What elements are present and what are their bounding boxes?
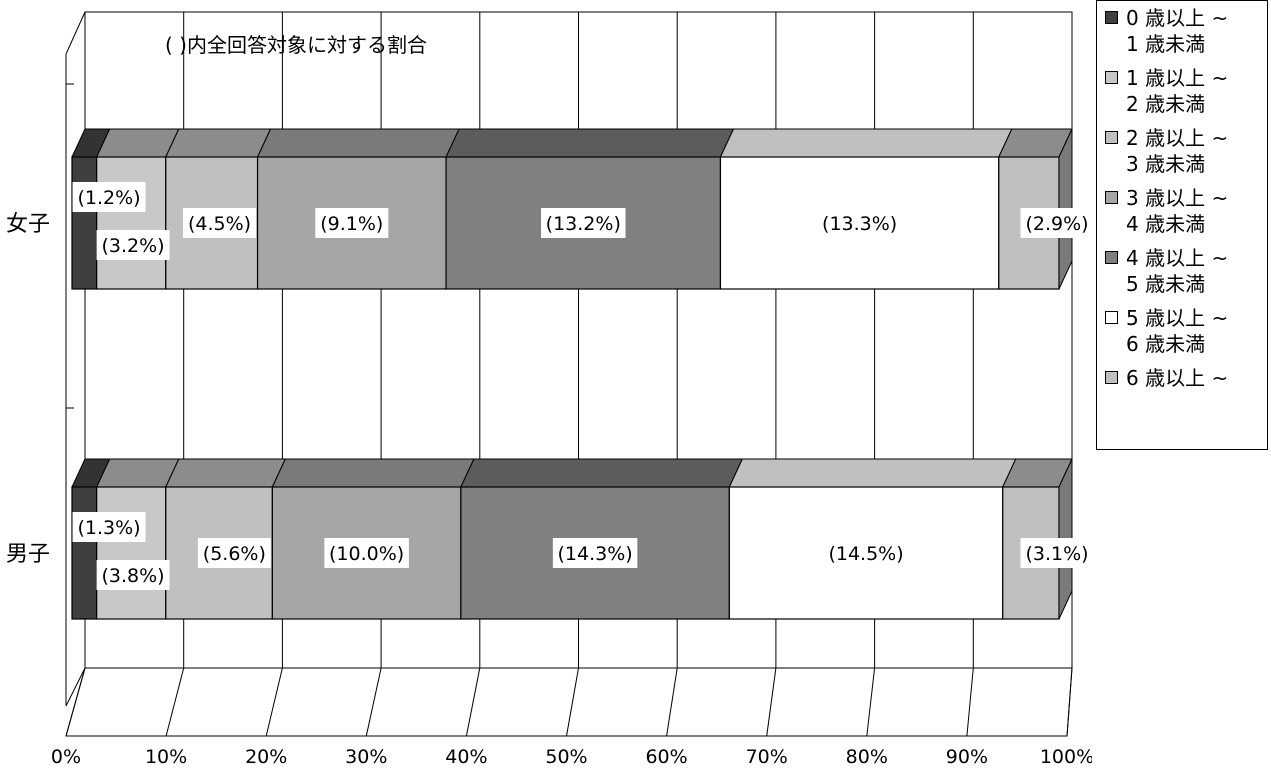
- legend-swatch: [1105, 131, 1118, 144]
- bar-top-face: [164, 458, 287, 488]
- data-label: (4.5%): [188, 213, 251, 235]
- data-label-bg: [552, 538, 638, 568]
- data-label: (5.6%): [203, 543, 266, 565]
- legend-swatch: [1105, 311, 1118, 324]
- legend-label: 4 歳以上 ~ 5 歳未満: [1126, 246, 1229, 296]
- data-label-bg: [315, 208, 389, 238]
- bar-top-face: [164, 128, 272, 158]
- floor-plane: [65, 667, 1073, 737]
- x-tick-label: 60%: [645, 746, 687, 768]
- side-wall: [65, 11, 86, 707]
- data-labels: 女子 (1.2%) (3.2%) (4.5%) (9.1%) (13.2%) (13.3%)…: [6, 182, 1092, 590]
- data-label: (14.5%): [828, 543, 903, 565]
- data-label-bg: [541, 208, 626, 238]
- floor-gridline: [666, 667, 678, 737]
- chart-subtitle: ( )内全回答対象に対する割合: [165, 33, 427, 57]
- bar-top-face: [95, 128, 180, 158]
- data-label-bg: [72, 512, 146, 542]
- bar-segment: [96, 156, 167, 290]
- x-tick-label: 20%: [245, 746, 287, 768]
- data-label-bg: [96, 560, 170, 590]
- legend-swatch: [1105, 251, 1118, 264]
- category-label: 女子: [6, 212, 50, 237]
- bar-segment: [71, 486, 98, 620]
- chart-floor: [65, 667, 1073, 737]
- floor-gridline: [866, 667, 876, 737]
- data-label: (3.1%): [1025, 543, 1088, 565]
- data-label: (3.8%): [101, 565, 164, 587]
- legend-label: 5 歳以上 ~ 6 歳未満: [1126, 306, 1229, 356]
- legend: 0 歳以上 ~ 1 歳未満 1 歳以上 ~ 2 歳未満 2 歳以上 ~ 3 歳未…: [1096, 0, 1268, 450]
- x-tick-label: 0%: [51, 746, 81, 768]
- legend-swatch: [1105, 71, 1118, 84]
- bar-top-face: [719, 128, 1013, 158]
- data-label-bg: [96, 230, 170, 260]
- legend-label: 0 歳以上 ~ 1 歳未満: [1126, 6, 1229, 56]
- legend-swatch: [1105, 371, 1118, 384]
- data-label-bg: [823, 538, 909, 568]
- legend-item: 0 歳以上 ~ 1 歳未満: [1105, 5, 1267, 57]
- data-label-bg: [183, 208, 257, 238]
- x-tick-label: 10%: [145, 746, 187, 768]
- x-tick-label: 50%: [545, 746, 587, 768]
- data-label: (3.2%): [101, 235, 164, 257]
- floor-gridline: [1066, 667, 1073, 737]
- bar-segment: [96, 486, 167, 620]
- legend-item: 6 歳以上 ~: [1105, 365, 1267, 391]
- legend-item: 4 歳以上 ~ 5 歳未満: [1105, 245, 1267, 297]
- data-label: (13.2%): [546, 213, 621, 235]
- bar-top-face: [95, 458, 180, 488]
- data-label: (10.0%): [329, 543, 404, 565]
- data-label-bg: [72, 182, 146, 212]
- floor-gridline: [966, 667, 974, 737]
- data-label-bg: [1020, 538, 1092, 568]
- x-tick-label: 70%: [746, 746, 788, 768]
- x-tick-label: 40%: [445, 746, 487, 768]
- data-label: (14.3%): [558, 543, 633, 565]
- data-label-bg: [197, 538, 271, 568]
- data-label-bg: [1020, 208, 1092, 238]
- bar-top-face: [728, 458, 1017, 488]
- bar-top-face: [460, 458, 744, 488]
- floor-gridline: [65, 667, 86, 737]
- data-label: (13.3%): [822, 213, 897, 235]
- data-label-bg: [324, 538, 409, 568]
- legend-item: 5 歳以上 ~ 6 歳未満: [1105, 305, 1267, 357]
- data-label: (1.2%): [77, 187, 140, 209]
- category-label: 男子: [6, 542, 50, 567]
- legend-swatch: [1105, 11, 1118, 24]
- data-label: (1.3%): [77, 517, 140, 539]
- x-tick-label: 80%: [846, 746, 888, 768]
- bar-top-face: [256, 128, 460, 158]
- x-tick-label: 90%: [946, 746, 988, 768]
- floor-gridline: [465, 667, 481, 737]
- legend-label: 2 歳以上 ~ 3 歳未満: [1126, 126, 1229, 176]
- floor-gridline: [566, 667, 579, 737]
- legend-label: 3 歳以上 ~ 4 歳未満: [1126, 186, 1229, 236]
- legend-swatch: [1105, 191, 1118, 204]
- legend-item: 1 歳以上 ~ 2 歳未満: [1105, 65, 1267, 117]
- bar-segment: [71, 156, 98, 290]
- legend-label: 6 歳以上 ~: [1126, 366, 1229, 390]
- x-tick-label: 100%: [1040, 746, 1092, 768]
- data-label: (9.1%): [320, 213, 383, 235]
- data-label-bg: [817, 208, 902, 238]
- axes: 0% 10% 20% 30% 40% 50% 60% 70% 80% 90% 100%: [51, 83, 1092, 768]
- legend-label: 1 歳以上 ~ 2 歳未満: [1126, 66, 1229, 116]
- legend-item: 3 歳以上 ~ 4 歳未満: [1105, 185, 1267, 237]
- stacked-bar-chart: 女子 (1.2%) (3.2%) (4.5%) (9.1%) (13.2%) (13.3%)…: [6, 11, 1092, 768]
- bar-top-face: [271, 458, 475, 488]
- floor-gridline: [165, 667, 185, 737]
- floor-gridline: [766, 667, 777, 737]
- floor-gridline: [265, 667, 283, 737]
- data-label: (2.9%): [1025, 213, 1088, 235]
- bar-top-face: [445, 128, 735, 158]
- legend-item: 2 歳以上 ~ 3 歳未満: [1105, 125, 1267, 177]
- x-tick-label: 30%: [345, 746, 387, 768]
- floor-gridline: [365, 667, 382, 737]
